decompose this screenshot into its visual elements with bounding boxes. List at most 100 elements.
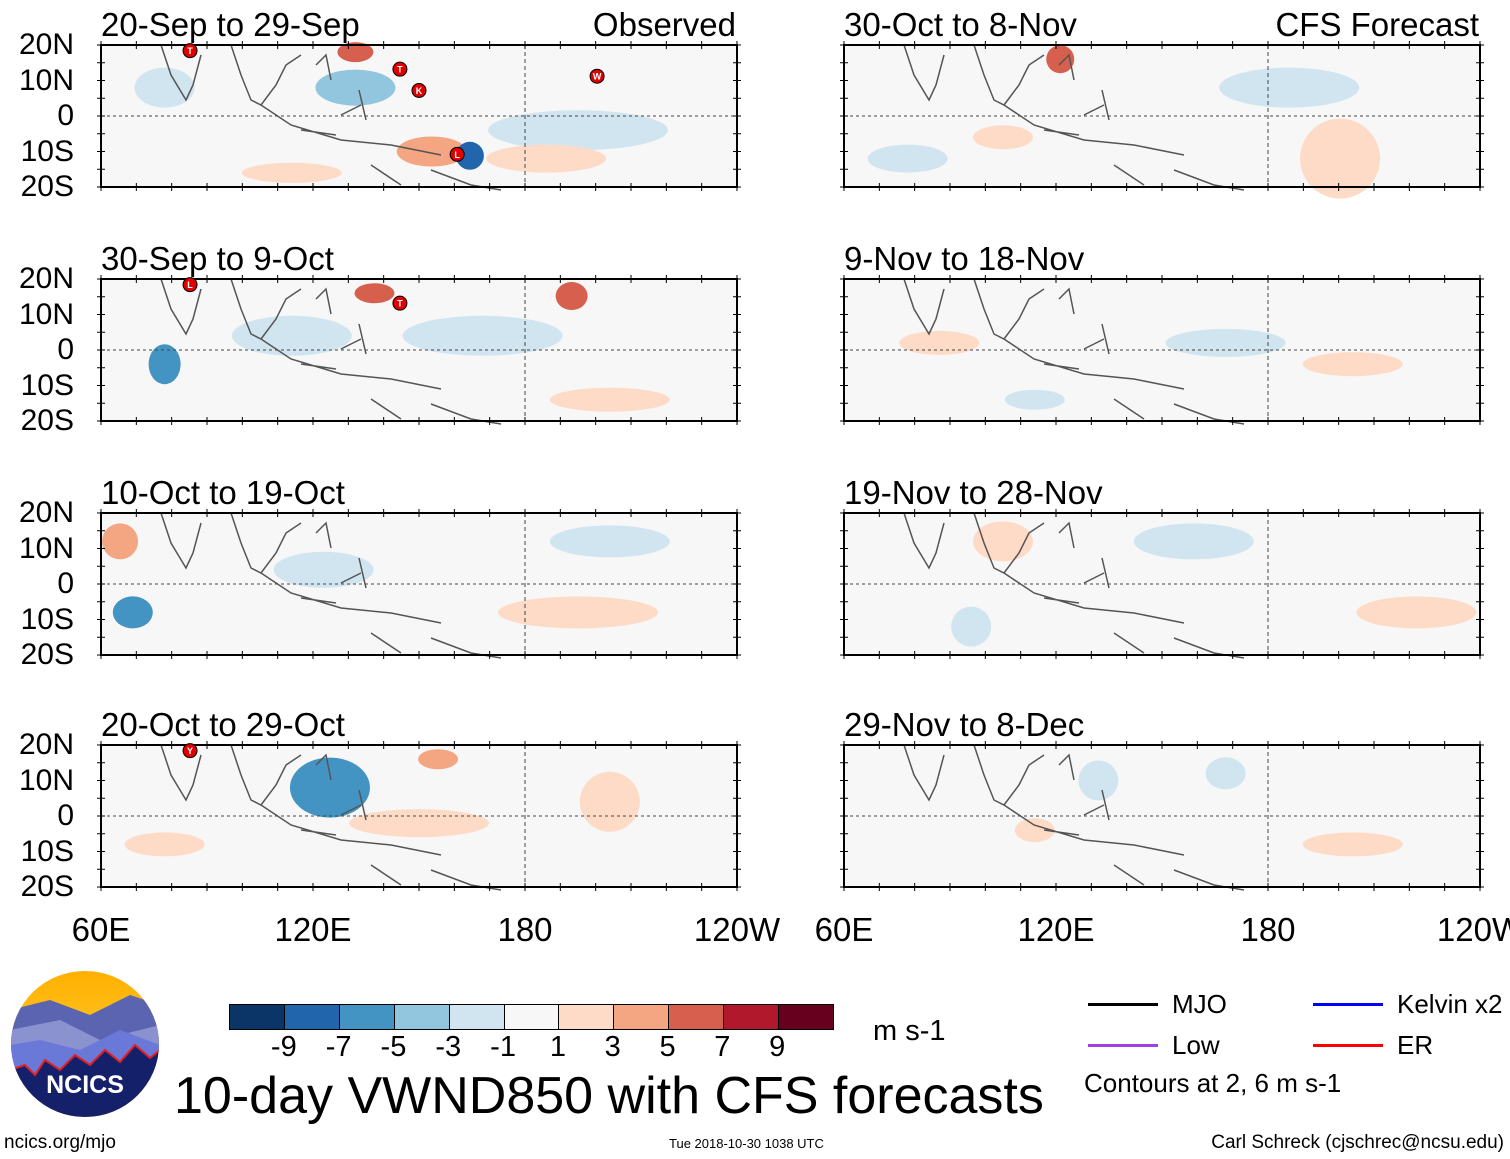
lon-label: 120W [1436, 911, 1510, 948]
colorbar-swatch [558, 1005, 614, 1029]
cyclone-marker-icon [182, 277, 198, 293]
panel-title: 19-Nov to 28-Nov [844, 474, 1103, 511]
cyclone-letter: L [454, 150, 460, 160]
cyclone-marker-icon [182, 743, 198, 759]
lat-label: 20S [20, 404, 74, 437]
panel-title: 10-Oct to 19-Oct [101, 474, 345, 511]
anomaly-shading [1356, 596, 1477, 629]
anomaly-shading [951, 606, 992, 647]
anomaly-shading [1046, 45, 1075, 74]
colorbar-swatch [503, 1005, 559, 1029]
colorbar-label: 5 [659, 1031, 676, 1063]
legend-label: ER [1397, 1030, 1434, 1060]
colorbar-swatch [393, 1005, 449, 1029]
legend-line [1313, 1044, 1383, 1047]
lat-label: 20S [20, 170, 74, 203]
map-panel [97, 509, 741, 659]
coastline [903, 512, 1245, 659]
contours-note: Contours at 2, 6 m s-1 [1084, 1068, 1342, 1098]
lat-label: 20N [18, 728, 74, 761]
lat-label: 20N [18, 28, 74, 61]
anomaly-shading [1004, 389, 1065, 410]
lat-label: 0 [57, 333, 74, 366]
map-panel: T T K L W [97, 41, 741, 191]
coastline [160, 512, 502, 659]
lon-label: 120E [1017, 911, 1095, 948]
colorbar-label: 1 [549, 1031, 566, 1063]
anomaly-shading [899, 330, 980, 355]
panel-title: 20-Oct to 29-Oct [101, 706, 345, 743]
lat-label: 10N [18, 63, 74, 97]
anomaly-shading [1014, 818, 1055, 843]
cyclone-marker-icon [182, 43, 198, 59]
cyclone-letter: L [187, 280, 193, 290]
ncics-logo: NCICS [10, 970, 160, 1118]
anomaly-shading [1133, 523, 1254, 560]
colorbar-swatch [668, 1005, 724, 1029]
anomaly-shading [549, 525, 670, 558]
cyclone-letter: Y [187, 746, 193, 756]
colorbar [229, 1004, 834, 1030]
map-panel: LT [97, 275, 741, 425]
anomaly-shading [488, 110, 668, 151]
anomaly-shading [273, 551, 374, 588]
cyclone-letter: T [397, 65, 403, 75]
colorbar-label: 3 [604, 1031, 621, 1063]
colorbar-swatch [230, 1005, 284, 1029]
map-panel: Y [97, 741, 741, 891]
colorbar-label: -3 [435, 1031, 462, 1063]
cyclone-letter: T [397, 299, 403, 309]
colorbar-swatch [283, 1005, 339, 1029]
legend-label: Low [1172, 1030, 1220, 1060]
footer-timestamp: Tue 2018-10-30 1038 UTC [669, 1136, 824, 1151]
panel-title: 20-Sep to 29-Sep [101, 6, 360, 43]
footer-url[interactable]: ncics.org/mjo [4, 1132, 116, 1153]
coastline [903, 44, 1245, 191]
map-panel [840, 41, 1484, 199]
lat-label: 0 [57, 567, 74, 600]
lat-label: 20N [18, 262, 74, 295]
colorbar-label: -5 [380, 1031, 407, 1063]
cyclone-marker-icon [411, 82, 427, 98]
anomaly-shading [231, 315, 352, 356]
coastline [903, 278, 1245, 425]
panel-label: Observed [592, 6, 736, 43]
colorbar-label: -1 [490, 1031, 516, 1063]
anomaly-shading [124, 832, 205, 857]
anomaly-shading [1300, 118, 1381, 199]
cyclone-letter: W [593, 72, 602, 82]
coastline [903, 744, 1245, 891]
map-panel [840, 741, 1484, 891]
anomaly-shading [402, 315, 563, 356]
panel-label: CFS Forecast [1275, 6, 1479, 43]
lon-label: 180 [1240, 911, 1296, 948]
coastline [160, 44, 502, 191]
anomaly-shading [1302, 352, 1403, 377]
colorbar-swatch [613, 1005, 669, 1029]
colorbar-label: -7 [325, 1031, 352, 1063]
lat-label: 10S [20, 602, 74, 636]
anomaly-shading [241, 162, 342, 183]
anomaly-shading [289, 757, 370, 818]
lon-label: 120E [274, 911, 352, 948]
anomaly-shading [579, 771, 640, 832]
lon-label: 120W [693, 911, 781, 948]
anomaly-shading [396, 136, 467, 167]
colorbar-swatch [778, 1005, 833, 1029]
anomaly-shading [337, 42, 374, 63]
legend-line [1088, 1044, 1158, 1047]
anomaly-shading [1302, 832, 1403, 857]
colorbar-swatch [338, 1005, 394, 1029]
lon-label: 60E [814, 911, 874, 948]
anomaly-shading [102, 523, 139, 560]
anomaly-shading [455, 141, 484, 170]
panel-title: 30-Oct to 8-Nov [844, 6, 1077, 43]
map-panel [840, 509, 1484, 659]
legend-label: Kelvin x2 [1397, 989, 1503, 1019]
colorbar-swatch [723, 1005, 779, 1029]
anomaly-shading [315, 69, 396, 106]
anomaly-shading [112, 596, 153, 629]
lat-label: 10N [18, 531, 74, 565]
anomaly-shading [498, 596, 658, 629]
logo-text: NCICS [46, 1071, 124, 1099]
